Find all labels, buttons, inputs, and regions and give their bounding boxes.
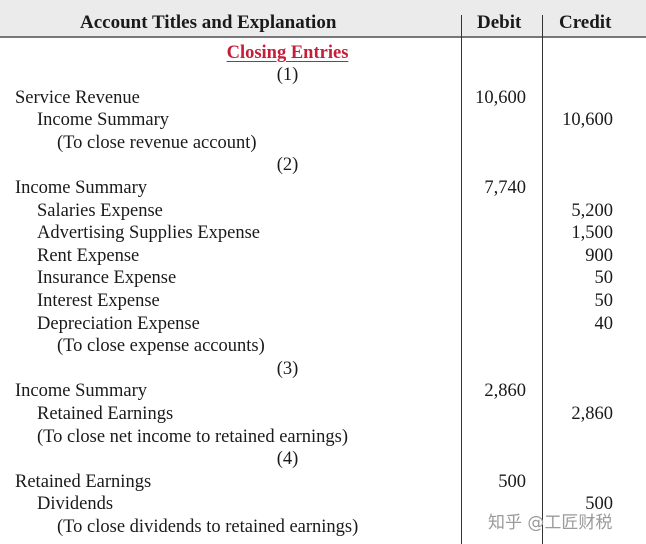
journal-line: Interest Expense 50	[0, 290, 646, 313]
credit-amount: 5,200	[571, 200, 613, 221]
credit-amount: 2,860	[571, 404, 613, 424]
account-title: Advertising Supplies Expense	[37, 223, 261, 244]
account-title: Rent Expense	[37, 245, 140, 266]
account-title: Dividends	[37, 494, 114, 515]
debit-amount: 2,860	[484, 381, 526, 402]
journal-line: (To close net income to retained earning…	[0, 426, 646, 449]
account-title: Income Summary	[15, 178, 148, 198]
credit-amount: 50	[594, 291, 614, 311]
journal-line: Income Summary 2,860	[0, 380, 646, 403]
credit-header: Credit	[559, 12, 612, 33]
debit-amount: 7,740	[484, 178, 526, 198]
entry-number-row: (2)	[0, 154, 646, 177]
entry-number: (2)	[276, 155, 299, 176]
entry-number: (1)	[276, 65, 299, 85]
account-title: (To close net income to retained earning…	[37, 426, 349, 447]
account-title: Retained Earnings	[37, 404, 174, 424]
entry-number: (3)	[276, 358, 299, 379]
account-title: Interest Expense	[37, 291, 160, 311]
journal-line: Retained Earnings 2,860	[0, 403, 646, 426]
journal-line: Retained Earnings 500	[0, 471, 646, 494]
credit-amount: 500	[585, 494, 613, 515]
watermark: 知乎 @工匠财税	[488, 513, 613, 533]
debit-amount: 500	[498, 471, 526, 492]
account-title: Income Summary	[37, 110, 170, 131]
journal-line: Salaries Expense 5,200	[0, 200, 646, 223]
entry-number-row: (3)	[0, 358, 646, 381]
account-title: Depreciation Expense	[37, 313, 200, 334]
account-titles-header: Account Titles and Explanation	[80, 12, 337, 33]
journal-line: Income Summary 7,740	[0, 177, 646, 200]
debit-amount: 10,600	[475, 87, 526, 108]
journal-line: (To close expense accounts)	[0, 335, 646, 358]
credit-column-divider	[542, 15, 543, 544]
account-title: Service Revenue	[15, 87, 140, 108]
account-title: Retained Earnings	[15, 471, 152, 492]
credit-amount: 10,600	[562, 110, 613, 131]
credit-amount: 1,500	[571, 223, 613, 244]
account-title: Insurance Expense	[37, 268, 177, 289]
entry-number-row: (4)	[0, 448, 646, 471]
account-title: Salaries Expense	[37, 200, 163, 221]
account-title: (To close dividends to retained earnings…	[57, 517, 359, 537]
journal-line: Rent Expense 900	[0, 245, 646, 268]
journal-line: Advertising Supplies Expense 1,500	[0, 222, 646, 245]
credit-amount: 900	[585, 245, 613, 266]
journal-line: Income Summary 10,600	[0, 109, 646, 132]
entry-number-row: (1)	[0, 64, 646, 87]
journal-line: Dividends 500	[0, 493, 646, 516]
account-title: (To close expense accounts)	[57, 336, 265, 357]
journal-line: Insurance Expense 50	[0, 267, 646, 290]
table-header: Account Titles and Explanation Debit Cre…	[0, 0, 646, 38]
journal-line: (To close revenue account)	[0, 132, 646, 155]
journal-line: (To close dividends to retained earnings…	[0, 516, 646, 539]
closing-entries-title-row: Closing Entries	[0, 42, 646, 65]
account-title: Income Summary	[15, 381, 148, 402]
credit-amount: 40	[594, 313, 614, 334]
closing-entries-title: Closing Entries	[226, 43, 349, 63]
debit-header: Debit	[477, 12, 522, 33]
debit-column-divider	[461, 15, 462, 544]
journal-line: Depreciation Expense 40	[0, 313, 646, 336]
entry-number: (4)	[276, 449, 299, 470]
credit-amount: 50	[594, 268, 614, 289]
account-title: (To close revenue account)	[57, 132, 257, 153]
journal-line: Service Revenue 10,600	[0, 87, 646, 110]
